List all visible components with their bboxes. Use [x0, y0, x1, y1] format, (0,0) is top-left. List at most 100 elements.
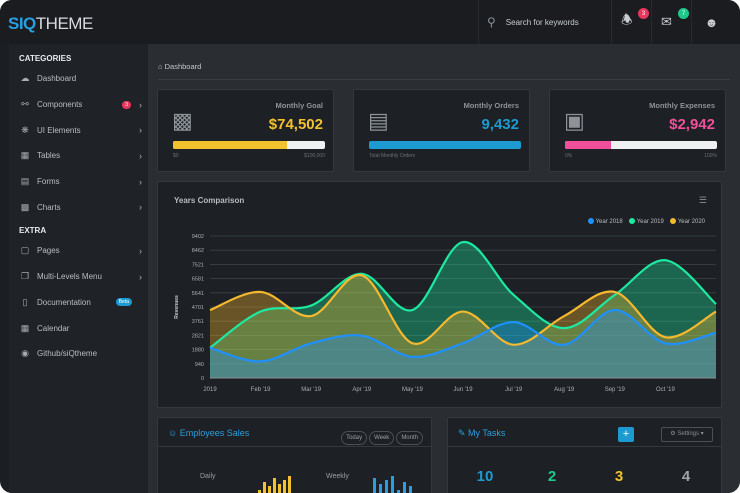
mini-bar — [258, 490, 261, 493]
forms-icon: ▤ — [20, 176, 30, 187]
sidebar-badge: Beta — [115, 298, 132, 307]
years-comparison-chart: 0 940 1880 2821 3761 4701 5641 6581 7521 8462 9402… — [174, 234, 717, 393]
wallet-icon: ▣ — [564, 108, 585, 133]
mini-bar — [391, 476, 394, 493]
stat-card-monthly-goal: ▩ Monthly Goal $74,502 $0 $100,000 — [157, 89, 334, 172]
book-icon: ▯ — [22, 296, 28, 307]
sidebar: CATEGORIES ☁ Dashboard ⚯ Components 3 › ❋ UI El… — [9, 44, 148, 493]
sidebar-item-github-siqtheme[interactable]: ◉ Github/siQtheme — [9, 341, 148, 367]
mini-bar — [278, 484, 281, 493]
x-tick-label: Sep '19 — [605, 387, 626, 393]
layers-icon: ❐ — [20, 271, 30, 282]
sidebar-item-documentation[interactable]: ▯ Documentation Beta — [9, 290, 148, 316]
series-area-year-2019 — [210, 241, 716, 378]
chevron-right-icon: › — [139, 245, 142, 256]
calendar-icon: ▦ — [20, 322, 30, 333]
y-tick-label: 4701 — [192, 305, 204, 311]
filter-today[interactable]: Today — [341, 431, 368, 445]
years-comparison-card: Years Comparison ☰ Year 2018 Year 2019 Yea… — [157, 181, 722, 408]
stat-card-monthly-orders: ▤ Monthly Orders 9,432 Total Monthly Ord… — [353, 89, 530, 172]
x-tick-label: Jun '19 — [453, 387, 473, 393]
x-tick-label: 2019 — [203, 387, 217, 393]
filter-month[interactable]: Month — [396, 431, 423, 445]
mail-icon: ✉ — [661, 14, 672, 29]
mini-bar — [273, 478, 276, 493]
chevron-right-icon: › — [139, 125, 142, 136]
mini-bar — [397, 490, 400, 493]
y-tick-label: 3761 — [192, 319, 204, 325]
add-task-button[interactable]: + — [618, 427, 634, 442]
employees-sales-card: ☺ Employees Sales Today Week Month Daily W… — [157, 417, 432, 493]
plug-icon: ⚯ — [21, 99, 29, 110]
series-line-year-2020[interactable] — [209, 274, 717, 346]
search-icon: ⚲ — [487, 15, 496, 29]
mini-bar — [268, 486, 271, 493]
sidebar-item-ui-elements[interactable]: ❋ UI Elements › — [9, 117, 148, 143]
series-line-year-2018[interactable] — [209, 308, 717, 363]
notifications-button[interactable]: 🕭 3 — [611, 0, 651, 44]
sidebar-item-pages[interactable]: ▢ Pages › — [20, 245, 142, 256]
palette-icon: ❋ — [21, 124, 29, 135]
task-count: 10 — [476, 468, 494, 485]
mini-bar — [373, 478, 376, 493]
task-count: 4 — [681, 468, 691, 485]
task-count: 3 — [614, 468, 624, 485]
progress-bar — [369, 141, 521, 149]
chevron-right-icon: › — [139, 176, 142, 187]
chevron-right-icon: › — [139, 271, 142, 282]
y-tick-label: 5641 — [192, 291, 204, 297]
progress-bar — [173, 141, 325, 149]
legend-item[interactable]: Year 2018 — [587, 218, 623, 225]
x-tick-label: Aug '19 — [554, 387, 575, 393]
messages-badge: 7 — [678, 8, 689, 19]
series-line-year-2019[interactable] — [209, 240, 717, 349]
user-icon: ☻ — [704, 14, 719, 30]
chevron-right-icon: › — [139, 99, 142, 110]
dashboard-icon: ☁ — [20, 73, 30, 84]
legend-item[interactable]: Year 2019 — [628, 218, 664, 225]
y-tick-label: 2821 — [192, 333, 204, 339]
messages-button[interactable]: ✉ 7 — [651, 0, 691, 44]
employees-sales-title: ☺ Employees Sales — [168, 428, 250, 438]
chevron-right-icon: › — [139, 150, 142, 161]
sidebar-badge: 3 — [122, 100, 131, 109]
my-tasks-card: ✎ My Tasks + ⚙ Settings ▾ 10 2 3 4 — [447, 417, 722, 493]
x-tick-label: May '19 — [402, 387, 423, 393]
x-tick-label: Jul '19 — [505, 387, 523, 393]
mini-bar — [403, 482, 406, 493]
x-tick-label: Oct '19 — [656, 387, 675, 393]
menu-icon[interactable]: ☰ — [698, 195, 707, 205]
sidebar-item-forms[interactable]: ▤ Forms › — [20, 176, 142, 187]
y-tick-label: 9402 — [192, 234, 204, 240]
legend-item[interactable]: Year 2020 — [669, 218, 705, 225]
github-icon: ◉ — [21, 348, 29, 359]
daily-label: Daily — [200, 473, 216, 480]
mini-bar — [263, 482, 266, 493]
chevron-right-icon: › — [139, 202, 142, 213]
notifications-badge: 3 — [638, 8, 649, 19]
y-tick-label: 6581 — [192, 277, 204, 283]
chart-title: Years Comparison — [174, 196, 245, 205]
x-tick-label: Mar '19 — [301, 387, 321, 393]
breadcrumb[interactable]: ⌂ Dashboard — [158, 62, 202, 71]
mini-bar — [385, 480, 388, 493]
x-tick-label: Apr '19 — [352, 387, 371, 393]
sidebar-item-multi-levels-menu[interactable]: ❐ Multi-Levels Menu › — [20, 271, 142, 282]
search-input[interactable]: ⚲ Search for keywords — [478, 0, 611, 44]
y-tick-label: 8462 — [192, 248, 204, 254]
chart-icon: ▩ — [20, 201, 30, 212]
main-content: ⌂ Dashboard ▩ Monthly Goal $74,502 $0 $1… — [148, 44, 740, 493]
logo[interactable]: SIQTHEME — [8, 14, 93, 33]
sidebar-item-dashboard[interactable]: ☁ Dashboard — [20, 73, 77, 84]
bell-icon: 🕭 — [621, 12, 633, 27]
filter-week[interactable]: Week — [369, 431, 395, 445]
y-tick-label: 7521 — [192, 262, 204, 268]
user-button[interactable]: ☻ — [691, 0, 731, 44]
sidebar-item-calendar[interactable]: ▦ Calendar — [20, 322, 70, 333]
settings-button[interactable]: ⚙ Settings ▾ — [661, 427, 713, 442]
sidebar-item-components[interactable]: ⚯ Components 3 › — [9, 92, 148, 118]
sidebar-item-charts[interactable]: ▩ Charts › — [20, 201, 142, 213]
y-tick-label: 940 — [195, 362, 204, 368]
sidebar-item-tables[interactable]: ▦ Tables › — [20, 150, 142, 161]
